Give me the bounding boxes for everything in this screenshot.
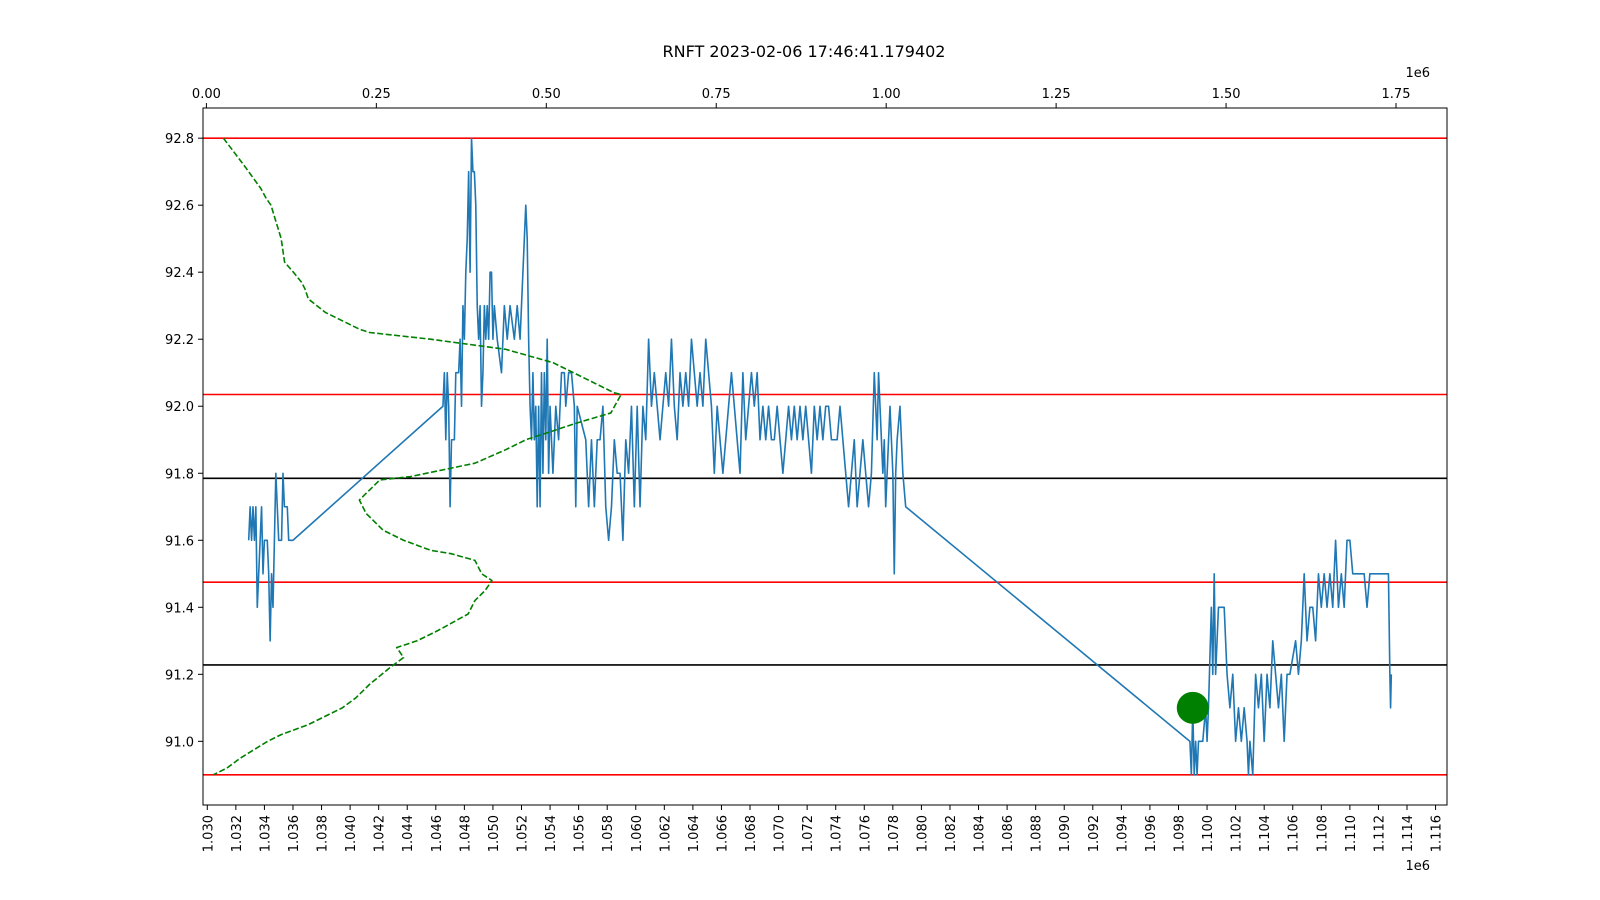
- bottom-tick-label: 1.060: [630, 815, 645, 852]
- y-tick-label: 91.2: [165, 668, 194, 683]
- axes: 91.0 91.2 91.4 91.6 91.8 92.0 92.2 92.4 92.6 92.8…: [165, 87, 1448, 852]
- top-tick-label: 1.50: [1212, 87, 1241, 102]
- bottom-tick-label: 1.070: [773, 815, 788, 852]
- bottom-tick-label: 1.044: [401, 815, 416, 852]
- bottom-tick-label: 1.046: [430, 815, 445, 852]
- top-tick-label: 1.25: [1042, 87, 1071, 102]
- bottom-tick-label: 1.080: [915, 815, 930, 852]
- price-series-line: [247, 137, 1393, 776]
- y-tick-label: 91.6: [165, 534, 194, 549]
- bottom-tick-label: 1.074: [830, 815, 845, 852]
- bottom-tick-label: 1.068: [744, 815, 759, 852]
- bottom-tick-label: 1.108: [1315, 815, 1330, 852]
- bottom-tick-label: 1.030: [201, 815, 216, 852]
- bottom-tick-label: 1.056: [573, 815, 588, 852]
- top-axis-offset-label: 1e6: [1405, 66, 1430, 81]
- y-tick-label: 91.0: [165, 735, 194, 750]
- bottom-tick-label: 1.092: [1087, 815, 1102, 852]
- bottom-tick-label: 1.116: [1430, 815, 1445, 852]
- y-tick-label: 91.4: [165, 601, 194, 616]
- y-tick-label: 92.4: [165, 266, 194, 281]
- bottom-tick-label: 1.034: [258, 815, 273, 852]
- bottom-tick-label: 1.062: [658, 815, 673, 852]
- bottom-tick-label: 1.086: [1001, 815, 1016, 852]
- bottom-tick-label: 1.112: [1372, 815, 1387, 852]
- bottom-tick-label: 1.042: [373, 815, 388, 852]
- bottom-tick-label: 1.082: [944, 815, 959, 852]
- bottom-tick-label: 1.114: [1401, 815, 1416, 852]
- plot-area: [203, 137, 1447, 776]
- top-tick-label: 0.50: [532, 87, 561, 102]
- bottom-tick-label: 1.050: [487, 815, 502, 852]
- bottom-tick-label: 1.040: [344, 815, 359, 852]
- bottom-axis-offset-label: 1e6: [1405, 859, 1430, 874]
- bottom-tick-label: 1.052: [515, 815, 530, 852]
- plot-inner: [203, 137, 1447, 776]
- bottom-tick-label: 1.032: [230, 815, 245, 852]
- bottom-tick-label: 1.038: [316, 815, 331, 852]
- y-tick-label: 92.8: [165, 132, 194, 147]
- y-tick-label: 92.2: [165, 333, 194, 348]
- signal-marker-0: [1176, 691, 1209, 724]
- bottom-tick-label: 1.088: [1030, 815, 1045, 852]
- axes-frame: [202, 107, 1448, 806]
- volume-profile-dashed-line: [212, 137, 622, 776]
- top-tick-label: 0.00: [192, 87, 221, 102]
- bottom-tick-label: 1.064: [687, 815, 702, 852]
- y-tick-label: 92.0: [165, 400, 194, 415]
- bottom-tick-label: 1.058: [601, 815, 616, 852]
- bottom-tick-label: 1.100: [1201, 815, 1216, 852]
- bottom-tick-label: 1.076: [858, 815, 873, 852]
- bottom-tick-label: 1.048: [458, 815, 473, 852]
- bottom-tick-label: 1.102: [1230, 815, 1245, 852]
- chart-title: RNFT 2023-02-06 17:46:41.179402: [663, 42, 946, 61]
- bottom-tick-label: 1.036: [287, 815, 302, 852]
- bottom-tick-label: 1.054: [544, 815, 559, 852]
- bottom-tick-label: 1.090: [1058, 815, 1073, 852]
- y-tick-label: 92.6: [165, 199, 194, 214]
- bottom-tick-label: 1.096: [1144, 815, 1159, 852]
- bottom-tick-label: 1.104: [1258, 815, 1273, 852]
- top-tick-label: 0.75: [702, 87, 731, 102]
- bottom-tick-label: 1.066: [715, 815, 730, 852]
- bottom-tick-label: 1.078: [887, 815, 902, 852]
- bottom-tick-label: 1.094: [1115, 815, 1130, 852]
- y-tick-label: 91.8: [165, 467, 194, 482]
- bottom-tick-label: 1.072: [801, 815, 816, 852]
- top-tick-label: 1.00: [872, 87, 901, 102]
- bottom-tick-label: 1.098: [1172, 815, 1187, 852]
- bottom-tick-label: 1.110: [1344, 815, 1359, 852]
- top-tick-label: 1.75: [1382, 87, 1411, 102]
- top-tick-label: 0.25: [362, 87, 391, 102]
- bottom-tick-label: 1.084: [973, 815, 988, 852]
- bottom-tick-label: 1.106: [1287, 815, 1302, 852]
